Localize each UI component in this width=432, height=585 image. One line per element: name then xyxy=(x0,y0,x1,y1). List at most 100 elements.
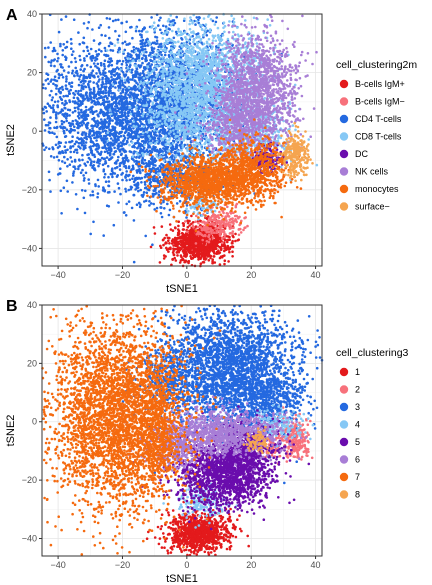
data-point xyxy=(82,148,85,151)
data-point xyxy=(73,101,77,105)
data-point xyxy=(129,127,132,131)
data-point xyxy=(62,69,66,72)
data-point xyxy=(133,135,136,139)
data-point xyxy=(79,137,82,141)
data-point xyxy=(164,255,167,258)
data-point xyxy=(63,135,67,138)
data-point xyxy=(190,257,193,261)
data-point xyxy=(179,235,182,239)
data-point xyxy=(148,131,151,135)
data-point xyxy=(226,205,229,209)
data-point xyxy=(47,170,51,174)
data-point xyxy=(109,152,112,156)
data-point xyxy=(87,153,90,156)
data-point xyxy=(184,220,187,223)
data-point xyxy=(77,111,80,114)
data-point xyxy=(65,179,69,183)
data-point xyxy=(121,171,124,175)
data-point xyxy=(108,70,111,73)
data-point xyxy=(86,26,89,30)
data-point xyxy=(206,219,210,223)
data-point xyxy=(223,227,227,230)
data-point xyxy=(231,245,234,248)
data-point xyxy=(56,100,60,103)
data-point xyxy=(198,252,201,255)
data-point xyxy=(83,57,86,60)
data-point xyxy=(78,124,82,128)
data-point xyxy=(77,145,81,149)
data-point xyxy=(228,235,231,239)
data-point xyxy=(110,156,113,160)
data-point xyxy=(72,174,75,177)
data-point xyxy=(158,261,162,264)
data-point xyxy=(116,135,119,138)
data-point xyxy=(124,30,128,34)
data-point xyxy=(203,229,207,232)
data-point xyxy=(134,75,137,78)
data-point xyxy=(76,123,79,126)
data-point xyxy=(120,109,124,112)
data-point xyxy=(151,243,154,246)
data-point xyxy=(61,160,64,163)
data-point xyxy=(71,122,75,126)
data-point xyxy=(147,54,151,57)
data-point xyxy=(109,48,112,52)
data-point xyxy=(223,222,227,226)
data-point xyxy=(159,128,163,132)
data-point xyxy=(111,175,114,179)
data-point xyxy=(72,150,76,154)
data-point xyxy=(150,49,154,52)
data-point xyxy=(104,91,108,95)
data-point xyxy=(77,158,81,161)
data-point xyxy=(224,233,227,236)
data-point xyxy=(212,239,216,243)
data-point xyxy=(209,246,212,250)
data-point xyxy=(170,242,174,245)
data-point xyxy=(107,64,110,68)
data-point xyxy=(237,228,241,231)
data-point xyxy=(205,237,209,241)
data-point xyxy=(140,109,144,113)
data-point xyxy=(61,85,64,89)
data-point xyxy=(203,233,207,237)
data-point xyxy=(74,60,78,64)
data-point xyxy=(201,261,205,264)
data-point xyxy=(189,254,192,258)
data-point xyxy=(212,226,215,229)
data-point xyxy=(169,228,173,231)
data-point xyxy=(86,49,90,52)
data-point xyxy=(70,139,74,143)
data-point xyxy=(123,211,126,214)
data-point xyxy=(116,66,119,69)
data-point xyxy=(99,152,103,156)
data-point xyxy=(217,216,221,219)
data-point xyxy=(109,89,112,93)
data-point xyxy=(92,133,96,137)
data-point xyxy=(226,240,229,244)
data-point xyxy=(69,37,73,41)
data-point xyxy=(151,51,154,54)
data-point xyxy=(115,62,119,65)
data-point xyxy=(123,150,126,154)
data-point xyxy=(118,95,121,98)
data-point xyxy=(195,236,199,239)
data-point xyxy=(61,151,65,154)
data-point xyxy=(165,110,168,114)
data-point xyxy=(128,78,132,81)
data-point xyxy=(65,80,68,83)
data-point xyxy=(52,82,55,86)
data-point xyxy=(105,156,109,159)
data-point xyxy=(62,125,65,129)
data-point xyxy=(206,29,209,33)
data-point xyxy=(87,178,90,181)
data-point xyxy=(45,110,48,113)
data-point xyxy=(92,160,96,164)
data-point xyxy=(229,224,232,227)
data-point xyxy=(70,160,74,163)
data-point xyxy=(132,96,136,99)
data-point xyxy=(78,78,81,81)
data-point xyxy=(82,82,85,85)
data-point xyxy=(61,109,65,112)
data-point xyxy=(218,263,222,266)
data-point xyxy=(74,89,78,93)
